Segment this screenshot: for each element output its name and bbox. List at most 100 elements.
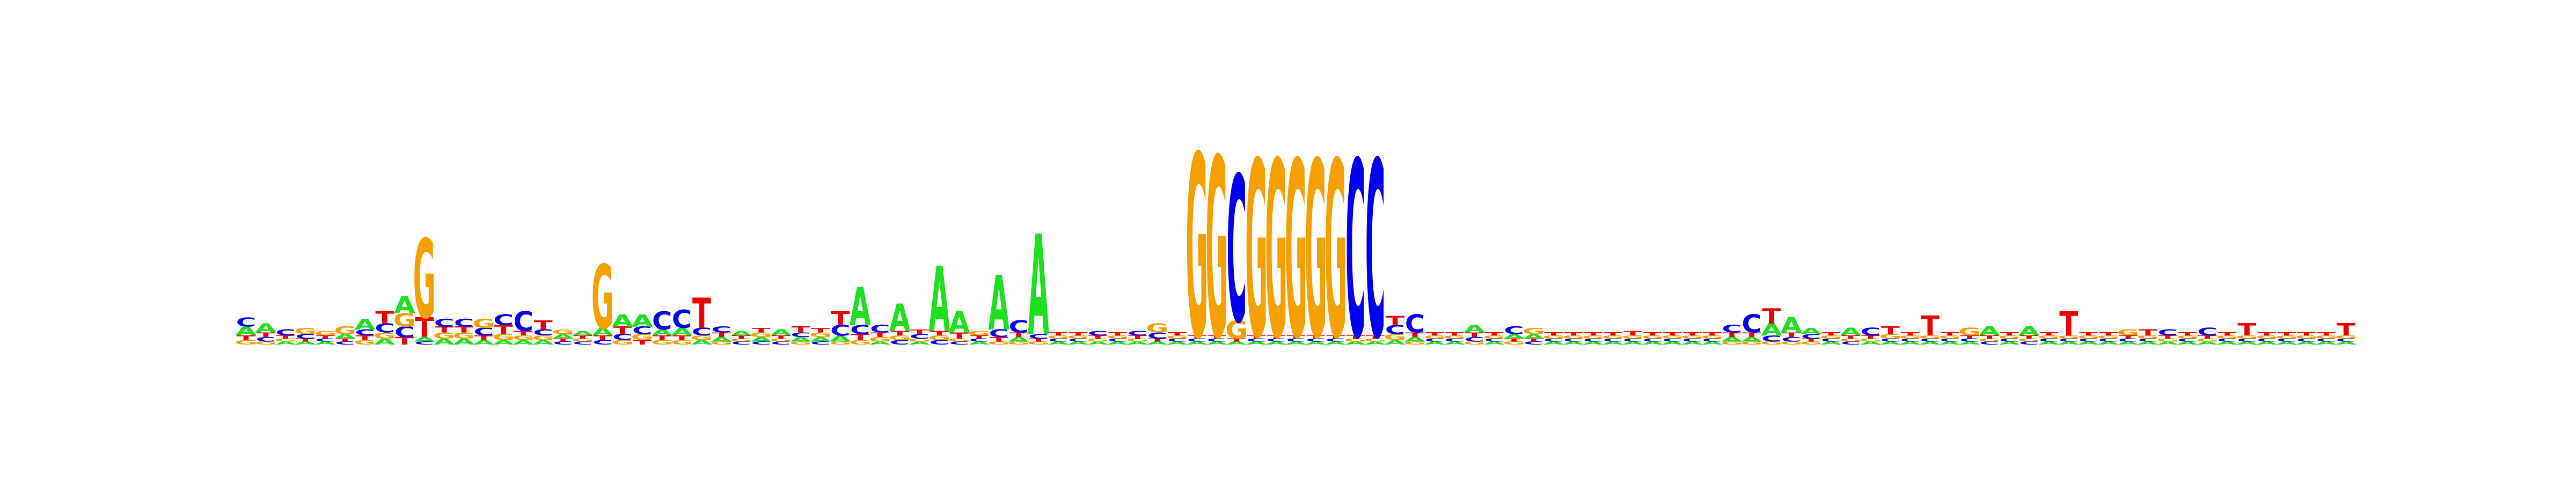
logo-letter-T: T <box>1287 335 1306 340</box>
logo-letter-C: C <box>1663 338 1683 342</box>
logo-letter-A: A <box>1563 341 1585 346</box>
logo-letter-C: C <box>1088 330 1108 337</box>
logo-letter-T: T <box>1188 335 1206 340</box>
logo-letter-T: T <box>415 312 434 344</box>
logo-letter-A: A <box>2276 341 2298 346</box>
logo-letter-T: T <box>1881 325 1900 337</box>
logo-letter-C: C <box>1861 326 1881 339</box>
logo-letter-G: G <box>809 331 832 339</box>
logo-letter-C: C <box>1048 338 1069 342</box>
logo-letter-T: T <box>296 338 315 342</box>
logo-letter-A: A <box>1424 341 1446 346</box>
logo-letter-G: G <box>849 339 872 346</box>
logo-letter-G: G <box>651 339 674 346</box>
logo-letter-T: T <box>1604 332 1622 336</box>
logo-letter-T: T <box>534 318 553 333</box>
logo-letter-G: G <box>2275 335 2298 340</box>
logo-letter-C: C <box>1504 325 1524 337</box>
logo-letter-G: G <box>2058 335 2080 340</box>
logo-letter-C: C <box>553 341 573 346</box>
logo-letter-T: T <box>2059 305 2078 343</box>
logo-letter-G: G <box>2077 335 2100 340</box>
logo-letter-T: T <box>633 339 652 346</box>
logo-letter-G: G <box>2315 335 2338 340</box>
logo-letter-G: G <box>789 341 812 346</box>
logo-letter-G: G <box>631 332 654 342</box>
logo-letter-A: A <box>869 341 891 346</box>
logo-letter-C: C <box>1880 338 1901 342</box>
logo-letter-T: T <box>395 335 414 347</box>
logo-letter-C: C <box>672 304 692 334</box>
logo-letter-A: A <box>1741 335 1762 343</box>
logo-letter-G: G <box>1305 111 1327 393</box>
logo-letter-T: T <box>2079 332 2098 336</box>
logo-letter-G: G <box>1820 335 1842 340</box>
logo-letter-C: C <box>652 306 672 335</box>
logo-letter-T: T <box>2218 332 2237 336</box>
logo-letter-T: T <box>970 335 989 340</box>
logo-letter-C: C <box>2098 338 2119 342</box>
logo-letter-T: T <box>1088 335 1107 340</box>
logo-letter-G: G <box>2236 335 2258 340</box>
logo-letter-G: G <box>1661 335 1684 340</box>
logo-letter-G: G <box>2156 338 2179 342</box>
logo-letter-G: G <box>354 339 376 346</box>
logo-letter-G: G <box>1978 338 2001 342</box>
logo-letter-T: T <box>910 328 930 335</box>
logo-letter-A: A <box>671 326 693 339</box>
logo-letter-G: G <box>2018 338 2040 342</box>
logo-letter-C: C <box>771 341 791 346</box>
logo-letter-A: A <box>2316 341 2338 346</box>
logo-letter-C: C <box>2157 328 2178 338</box>
logo-letter-G: G <box>2117 328 2139 338</box>
logo-letter-T: T <box>1743 331 1762 339</box>
logo-letter-C: C <box>1464 335 1484 343</box>
logo-letter-G: G <box>2136 335 2159 340</box>
logo-letter-G: G <box>472 317 495 331</box>
logo-letter-T: T <box>1841 335 1860 340</box>
logo-letter-G: G <box>2196 338 2219 342</box>
logo-letter-T: T <box>1069 332 1087 336</box>
logo-letter-G: G <box>1899 335 1921 340</box>
logo-letter-C: C <box>1643 338 1663 342</box>
logo-letter-T: T <box>455 325 473 334</box>
logo-letter-A: A <box>1463 323 1485 335</box>
logo-letter-A: A <box>2138 341 2160 346</box>
logo-letter-T: T <box>1723 331 1742 339</box>
logo-letter-T: T <box>1386 314 1404 328</box>
logo-letter-C: C <box>1821 338 1841 342</box>
logo-letter-G: G <box>1523 326 1545 336</box>
logo-letter-A: A <box>434 337 456 347</box>
logo-letter-C: C <box>375 321 395 336</box>
logo-letter-G: G <box>611 339 634 346</box>
logo-letter-T: T <box>1346 335 1365 340</box>
logo-letter-C: C <box>494 311 514 328</box>
logo-letter-C: C <box>969 338 990 342</box>
logo-letter-C: C <box>1959 338 1980 342</box>
logo-letter-G: G <box>1721 341 1743 346</box>
logo-letter-A: A <box>236 324 257 339</box>
logo-letter-G: G <box>2256 335 2278 340</box>
logo-letter-T: T <box>1663 332 1682 336</box>
logo-letter-T: T <box>1049 332 1068 336</box>
logo-letter-A: A <box>1008 335 1029 343</box>
logo-letter-G: G <box>1542 335 1565 340</box>
logo-letter-A: A <box>2018 324 2040 339</box>
logo-letter-G: G <box>1364 338 1387 342</box>
logo-letter-A: A <box>1761 320 1782 340</box>
logo-letter-C: C <box>1167 338 1188 342</box>
logo-letter-C: C <box>1722 323 1742 335</box>
logo-letter-G: G <box>314 330 336 337</box>
logo-letter-C: C <box>2197 326 2218 339</box>
